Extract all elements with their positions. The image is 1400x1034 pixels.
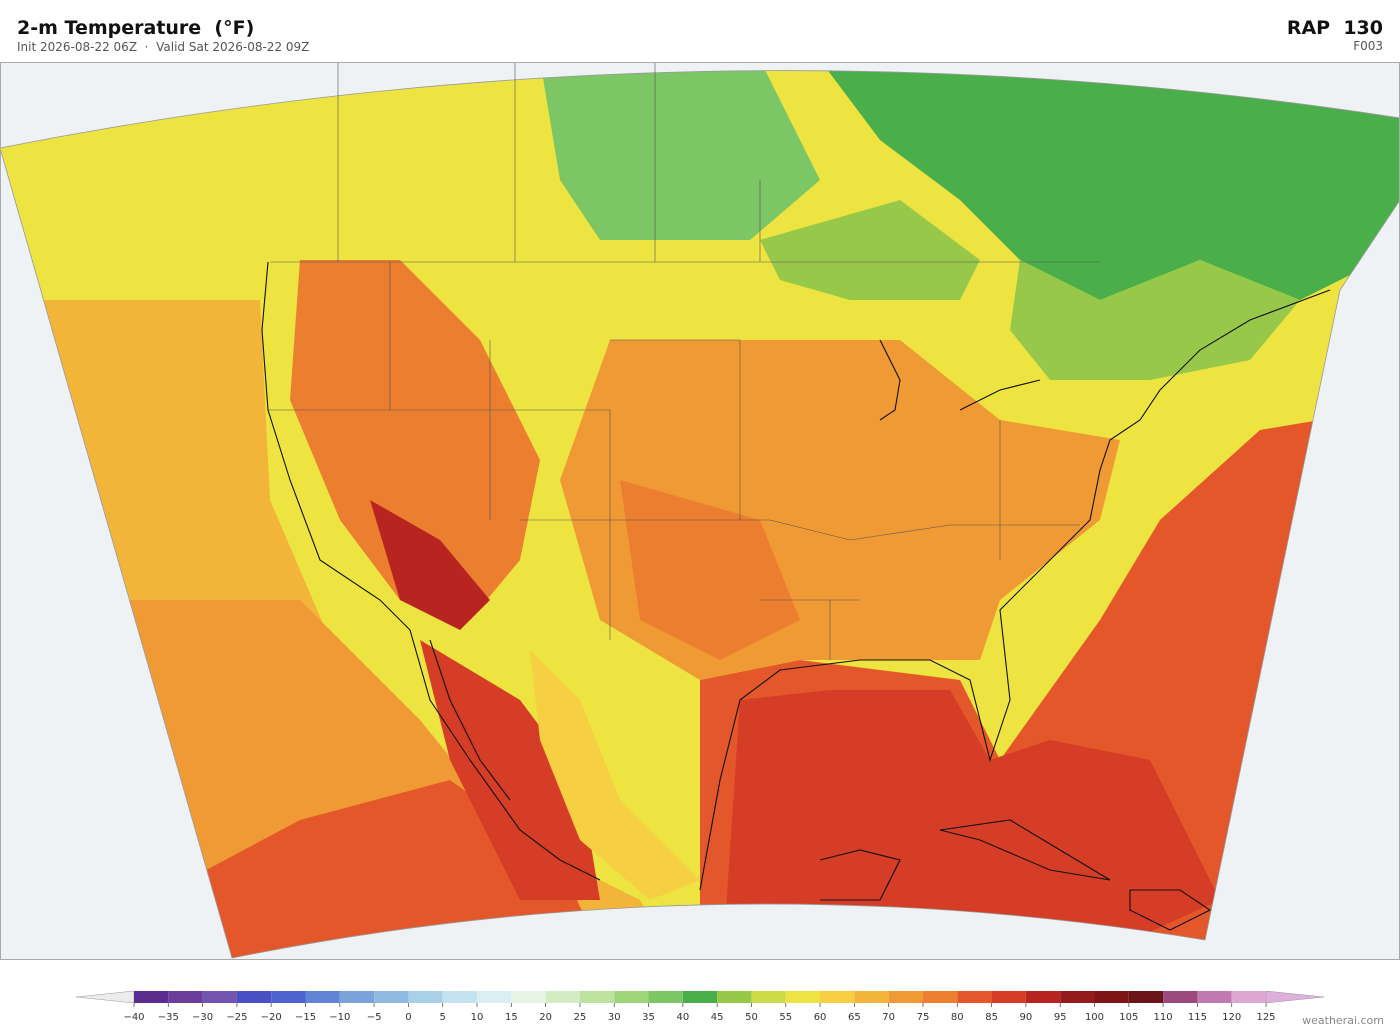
tick-label: 110 [1154,1012,1173,1023]
color-segment [374,991,409,1003]
color-segment [888,991,923,1003]
tick-label: 90 [1020,1012,1033,1023]
forecast-hour: F003 [1353,39,1383,53]
color-segment [1128,991,1164,1003]
tick-label: −20 [261,1012,282,1023]
color-segment [785,991,821,1003]
tick-label: 75 [917,1012,930,1023]
tick-label: 85 [985,1012,998,1023]
tick-label: 50 [745,1012,758,1023]
tick-label: 105 [1119,1012,1138,1023]
color-segment [236,991,272,1003]
color-segment [545,991,580,1003]
color-segment [820,991,855,1003]
tick-label: 35 [642,1012,655,1023]
color-segment [717,991,752,1003]
tick-label: 15 [505,1012,518,1023]
color-segment [1025,991,1061,1003]
tick-label: 5 [440,1012,446,1023]
color-segment [648,991,683,1003]
color-segment [168,991,203,1003]
tick-label: 60 [814,1012,827,1023]
tick-label: 80 [951,1012,964,1023]
color-segment [991,991,1026,1003]
color-segment [271,991,306,1003]
color-segment [477,991,512,1003]
tick-label: −35 [158,1012,179,1023]
tick-label: −30 [192,1012,213,1023]
tick-label: −25 [226,1012,247,1023]
color-segment [922,991,958,1003]
color-segment [511,991,546,1003]
tick-label: 45 [711,1012,724,1023]
color-segment [751,991,786,1003]
tick-label: 100 [1085,1012,1104,1023]
title: 2-m Temperature (°F) [17,17,254,39]
tick-label: 20 [539,1012,552,1023]
tick-label: 10 [471,1012,484,1023]
tick-label: 0 [405,1012,411,1023]
color-segment [614,991,649,1003]
tick-label: 95 [1054,1012,1067,1023]
color-segment [202,991,237,1003]
subtitle: Init 2026-08-22 06Z · Valid Sat 2026-08-… [17,40,309,54]
color-segment [1197,991,1232,1003]
color-segment [1163,991,1198,1003]
color-segment [1060,991,1095,1003]
color-segment [682,991,718,1003]
map [0,62,1400,960]
tick-label: 70 [882,1012,895,1023]
tick-label: 120 [1222,1012,1241,1023]
tick-label: 65 [848,1012,861,1023]
tick-label: −40 [123,1012,144,1023]
extend-low [75,990,135,1004]
color-segment [1231,991,1266,1003]
tick-label: 115 [1188,1012,1207,1023]
color-segment [339,991,375,1003]
color-segment [854,991,889,1003]
color-segment [1094,991,1129,1003]
tick-label: −15 [295,1012,316,1023]
tick-label: 25 [574,1012,587,1023]
model: RAP 130 [1287,17,1383,39]
watermark: weatherai.com [1302,1014,1384,1027]
color-segment [305,991,340,1003]
tick-label: −5 [367,1012,382,1023]
tick-label: 30 [608,1012,621,1023]
color-segment [442,991,478,1003]
tick-label: −10 [329,1012,350,1023]
extend-high [1265,990,1325,1004]
tick-label: 40 [676,1012,689,1023]
tick-label: 125 [1256,1012,1275,1023]
color-segment [957,991,992,1003]
colorbar: −40 −35 −30 −25 −20 −15 −10 −5 0 5 10 15 20 25 30 35 40 4… [75,990,1325,1023]
color-segment [579,991,615,1003]
color-segment [134,991,169,1003]
tick-label: 55 [779,1012,792,1023]
color-segment [408,991,443,1003]
